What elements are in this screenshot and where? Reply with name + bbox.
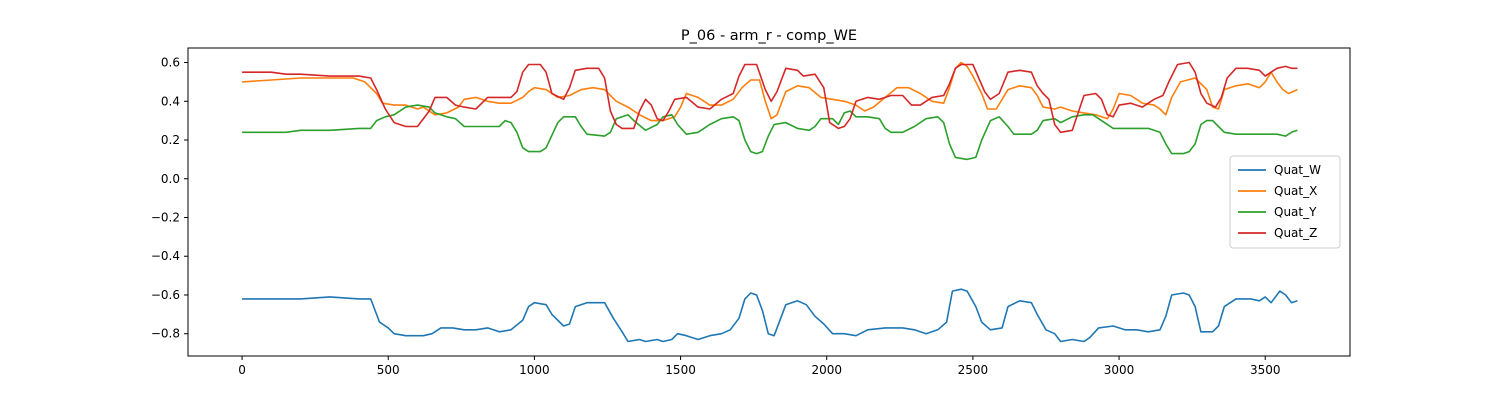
x-tick-label: 2500 [958,363,989,377]
y-tick-label: 0.2 [161,133,180,147]
x-axis: 0 500 1000 1500 2000 2500 3000 3500 [238,356,1280,377]
plot-area-frame [187,47,1351,357]
y-tick-label: −0.6 [151,288,180,302]
x-tick-label: 3500 [1250,363,1281,377]
x-tick-label: 500 [377,363,400,377]
legend-label-quat-x: Quat_X [1274,184,1317,198]
legend: Quat_W Quat_X Quat_Y Quat_Z [1229,155,1341,249]
x-tick-label: 1000 [519,363,550,377]
y-tick-label: −0.8 [151,327,180,341]
y-tick-label: −0.2 [151,210,180,224]
x-tick-label: 1500 [665,363,696,377]
legend-label-quat-z: Quat_Z [1274,226,1317,240]
y-axis: 0.6 0.4 0.2 0.0 −0.2 −0.4 −0.6 −0.8 [151,56,188,341]
series-layer [242,61,1298,343]
series-line-quat-y [242,104,1298,161]
y-tick-label: −0.4 [151,249,180,263]
series-line-quat-w [242,288,1298,343]
x-tick-label: 0 [238,363,246,377]
x-tick-label: 2000 [811,363,842,377]
y-tick-label: 0.6 [161,56,180,70]
legend-label-quat-w: Quat_W [1274,163,1321,177]
legend-box [1229,155,1341,249]
y-tick-label: 0.0 [161,172,180,186]
series-line-quat-z [242,61,1298,134]
legend-label-quat-y: Quat_Y [1274,205,1317,219]
y-tick-label: 0.4 [161,94,180,108]
chart-title: P_06 - arm_r - comp_WE [681,28,857,44]
x-tick-label: 3000 [1104,363,1135,377]
series-line-quat-x [242,61,1298,122]
